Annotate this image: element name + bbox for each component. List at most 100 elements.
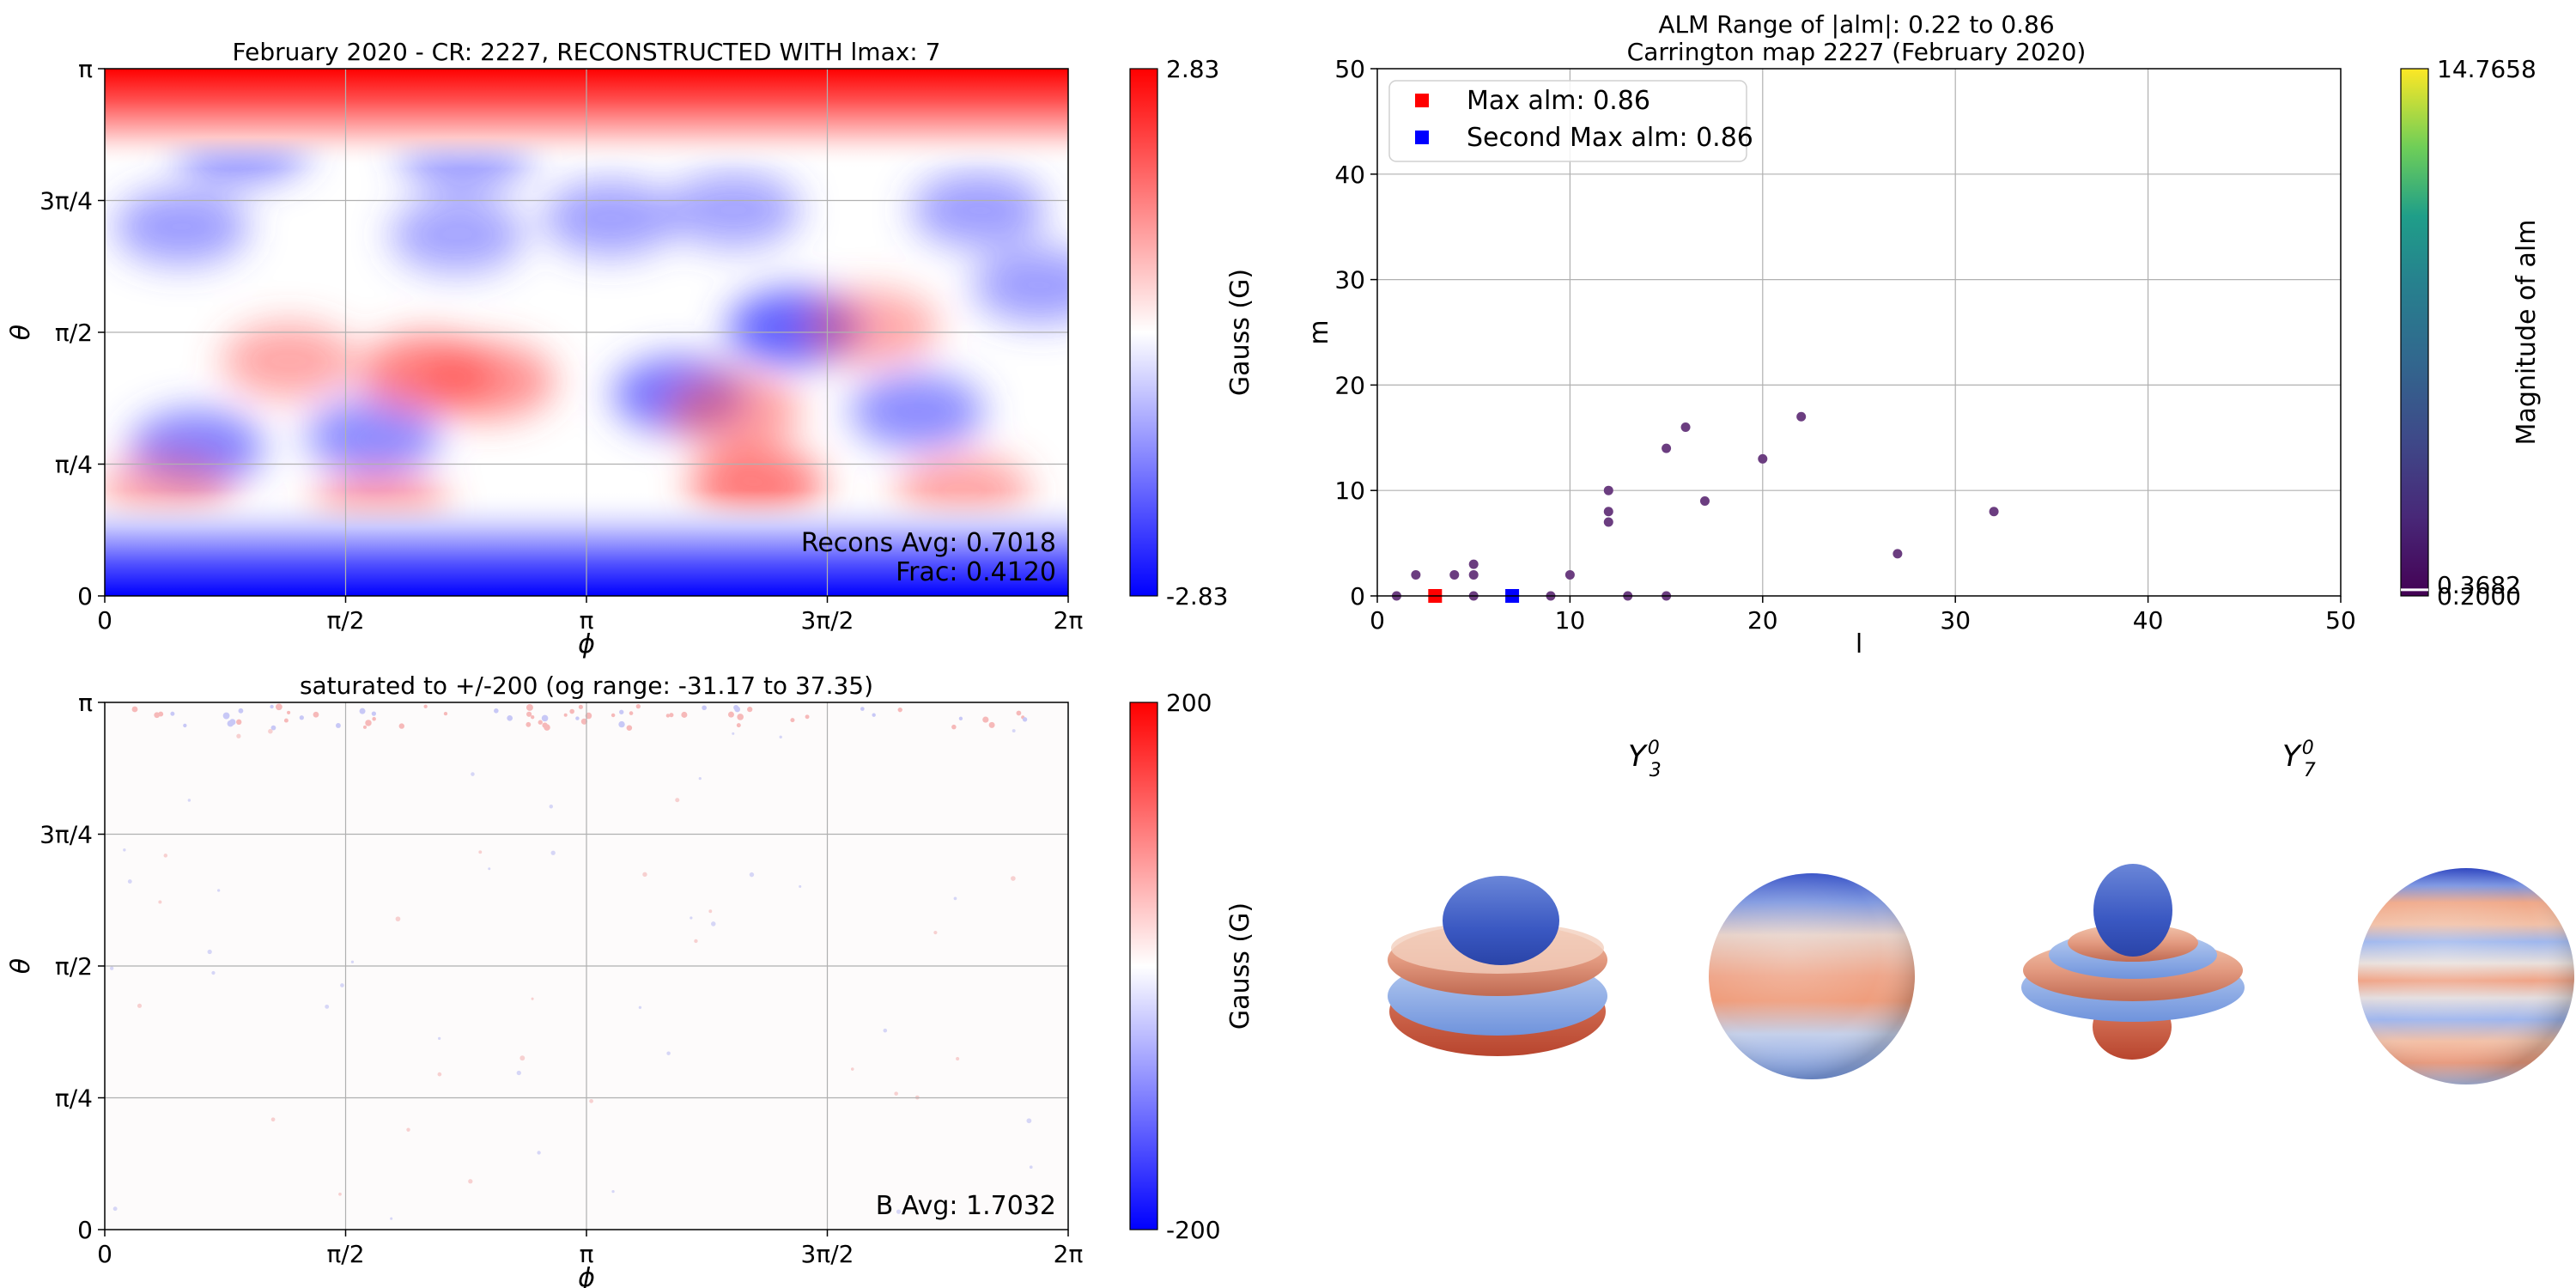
field-speckle xyxy=(365,720,372,726)
field-speckle xyxy=(340,983,344,987)
field-speckle xyxy=(158,900,162,904)
field-speckle xyxy=(478,850,483,854)
field-speckle xyxy=(619,709,624,714)
reconstruction-xtick-label: π/2 xyxy=(326,606,364,635)
reconstruction-ylabel: θ xyxy=(6,325,36,340)
alm-ytick-label: 30 xyxy=(1334,266,1365,295)
field-speckle xyxy=(734,706,741,713)
alm-title: ALM Range of |alm|: 0.22 to 0.86 xyxy=(1658,10,2054,39)
field-speckle xyxy=(170,711,175,716)
field-speckle xyxy=(423,704,428,708)
original-xtick-label: 2π xyxy=(1054,1240,1084,1268)
reconstruction-colorbar-max: 2.83 xyxy=(1166,55,1219,83)
field-speckle xyxy=(359,708,366,714)
field-speckle xyxy=(982,716,989,723)
y3-sphere-shading xyxy=(1709,873,1915,1079)
field-speckle xyxy=(494,708,499,714)
y7-sphere xyxy=(2358,868,2574,1084)
field-speckle xyxy=(183,723,187,728)
field-speckle xyxy=(611,1189,615,1194)
field-speckle xyxy=(737,714,744,720)
alm-point xyxy=(1796,411,1807,422)
field-speckle xyxy=(675,798,680,803)
field-speckle xyxy=(238,708,244,714)
field-speckle xyxy=(805,714,810,720)
alm-ytick-label: 0 xyxy=(1350,582,1365,611)
field-speckle xyxy=(569,708,574,714)
field-speckle xyxy=(187,799,191,802)
field-speckle xyxy=(618,720,625,728)
field-speckle xyxy=(519,1055,526,1061)
field-speckle xyxy=(526,704,533,711)
field-speckle xyxy=(988,721,995,728)
y7-blue-lobe-top xyxy=(2093,864,2172,957)
field-speckle xyxy=(711,921,716,927)
field-speckle xyxy=(958,716,963,720)
field-speckle xyxy=(109,966,114,970)
field-speckle xyxy=(669,713,674,718)
alm-point xyxy=(1699,495,1710,506)
reconstruction-xlabel: ϕ xyxy=(578,629,595,659)
original-title: saturated to +/-200 (og range: -31.17 to… xyxy=(300,671,873,700)
field-speckle xyxy=(951,724,957,730)
reconstruction-xtick-label: 2π xyxy=(1054,606,1084,635)
alm-point xyxy=(1893,549,1903,559)
field-speckle xyxy=(299,715,304,720)
field-speckle xyxy=(690,916,693,920)
original-xtick-label: 0 xyxy=(97,1240,112,1268)
field-speckle xyxy=(488,867,491,871)
alm-point xyxy=(1603,507,1613,517)
legend-max-label: Max alm: 0.86 xyxy=(1467,86,1650,116)
field-speckle xyxy=(270,704,274,709)
reconstruction-colorbar-min: -2.83 xyxy=(1166,582,1228,611)
field-speckle xyxy=(681,711,688,718)
field-speckle xyxy=(1012,729,1016,733)
field-speckle xyxy=(216,889,221,892)
alm-point xyxy=(1603,517,1613,527)
harmonic-label-y7: Y0 7 xyxy=(2282,738,2316,781)
original-colorbar xyxy=(1129,702,1158,1230)
field-speckle xyxy=(313,711,319,718)
field-speckle xyxy=(222,712,230,720)
field-speckle xyxy=(507,714,513,721)
field-speckle xyxy=(702,705,707,711)
field-speckle xyxy=(635,703,641,709)
field-speckle xyxy=(443,711,448,716)
field-speckle xyxy=(638,1005,642,1009)
field-speckle xyxy=(131,706,138,713)
field-speckle xyxy=(538,720,543,725)
alm-subtitle: Carrington map 2227 (February 2020) xyxy=(1627,38,2087,66)
alm-xtick-label: 40 xyxy=(2133,606,2164,635)
field-speckle xyxy=(894,1091,898,1096)
reconstruction-title: February 2020 - CR: 2227, RECONSTRUCTED … xyxy=(233,38,941,66)
field-speckle xyxy=(229,719,236,726)
alm-point xyxy=(1662,443,1672,453)
alm-colorbar-min: 0.2000 xyxy=(2437,582,2521,611)
field-speckle xyxy=(406,1127,410,1132)
reconstruction-xtick-label: 3π/2 xyxy=(801,606,854,635)
field-speckle xyxy=(575,716,580,720)
field-speckle xyxy=(516,1070,521,1076)
alm-xtick-label: 10 xyxy=(1555,606,1586,635)
harmonics-panel: Y0 3 Y0 7 xyxy=(1388,738,2574,1084)
original-xtick-label: π xyxy=(580,1240,594,1268)
alm-xtick-label: 0 xyxy=(1370,606,1385,635)
alm-legend-box xyxy=(1388,80,1747,162)
alm-point xyxy=(1468,569,1479,580)
field-speckle xyxy=(698,777,702,781)
field-speckle xyxy=(112,1206,118,1212)
field-speckle xyxy=(550,850,556,855)
y3-radial-surface xyxy=(1388,876,1607,1056)
alm-point xyxy=(1989,507,1999,517)
alm-xtick-label: 50 xyxy=(2325,606,2356,635)
field-speckle xyxy=(1026,1118,1032,1124)
field-speckle xyxy=(338,1192,342,1196)
reconstruction-colorbar-label: Gauss (G) xyxy=(1225,269,1255,396)
original-xtick-label: π/2 xyxy=(326,1240,364,1268)
alm-ytick-label: 40 xyxy=(1334,161,1365,189)
field-speckle xyxy=(283,718,289,723)
original-xlabel: ϕ xyxy=(578,1263,595,1288)
field-speckle xyxy=(1022,717,1028,722)
field-speckle xyxy=(736,723,741,728)
